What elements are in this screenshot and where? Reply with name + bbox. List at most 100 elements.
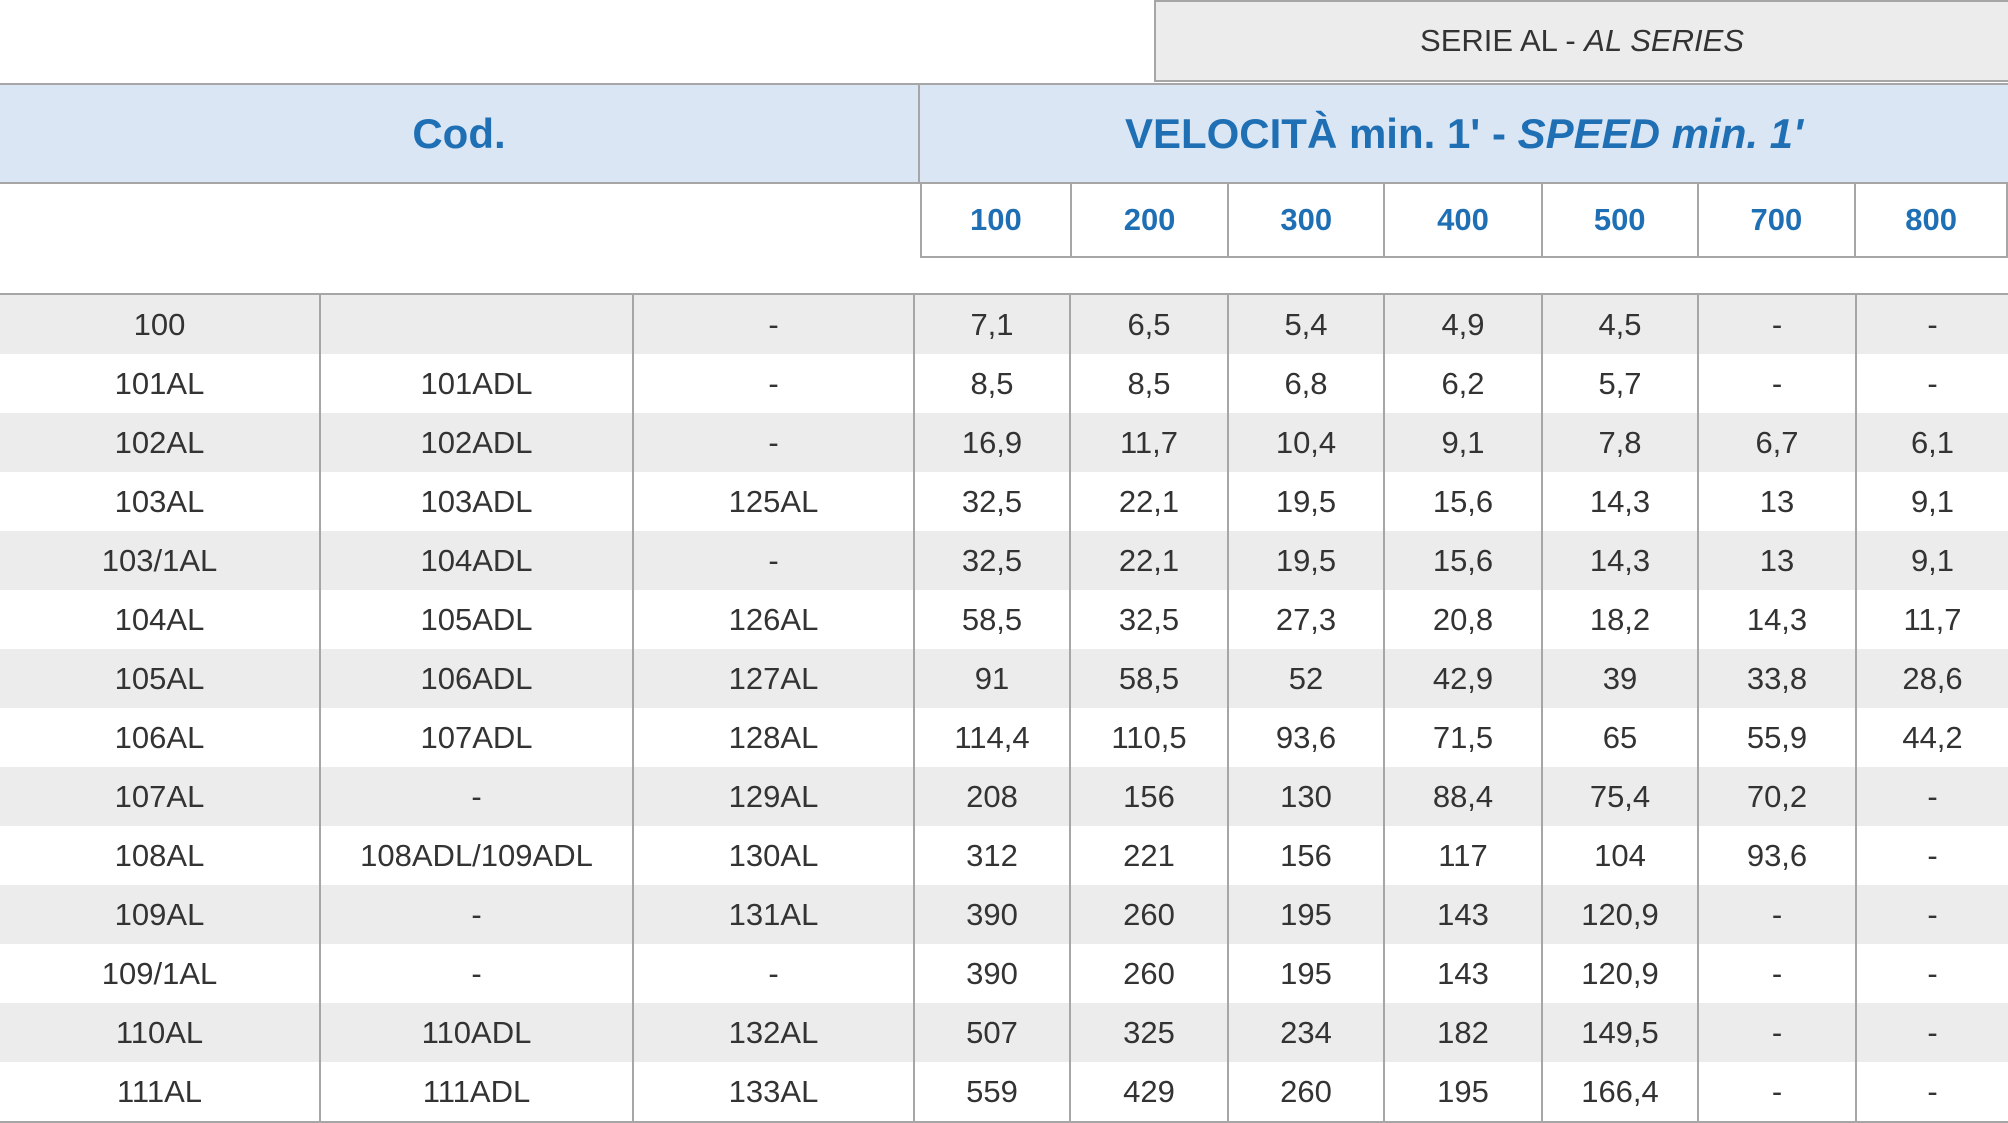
table-cell: - <box>1699 944 1857 1003</box>
table-cell: - <box>1927 1073 1938 1109</box>
table-row: 111AL 111ADL 133AL 559 429 260 195 166,4- - <box>0 1062 2008 1121</box>
table-cell: 105ADL <box>321 590 634 649</box>
table-cell: 18,2 <box>1543 590 1699 649</box>
table-cell: 14,3 <box>1543 531 1699 590</box>
table-cell: 110,5 <box>1071 708 1229 767</box>
table-cell: 32,5 <box>915 531 1071 590</box>
table-cell: - <box>1699 354 1857 413</box>
table-cell: 6,1 <box>1910 424 1955 460</box>
speed-column-header: 300 <box>1229 184 1386 256</box>
table-cell: 7,8 <box>1543 413 1699 472</box>
table-cell: 13 <box>1699 472 1857 531</box>
table-cell: - <box>321 944 634 1003</box>
table-cell: 93,6 <box>1229 708 1385 767</box>
table-cell: 103ADL <box>321 472 634 531</box>
table-cell: 111ADL <box>321 1062 634 1121</box>
table-cell: 93,6 <box>1699 826 1857 885</box>
speed-header-text: VELOCITÀ min. 1' - <box>1124 109 1506 157</box>
table-cell: - <box>321 885 634 944</box>
table-cell: 71,5 <box>1385 708 1543 767</box>
table-cell: 109AL <box>0 885 321 944</box>
table-cell <box>321 295 634 354</box>
series-label-text: SERIE AL - <box>1420 23 1576 58</box>
table-row: 109/1AL - -390 260 195 143 120,9- - <box>0 944 2008 1003</box>
table-cell: 126AL <box>634 590 915 649</box>
cod-header: Cod. <box>0 83 920 184</box>
table-cell: 132AL <box>634 1003 915 1062</box>
table-cell: - <box>1699 885 1857 944</box>
table-cell: 260 <box>1229 1062 1385 1121</box>
table-cell: 88,4 <box>1385 767 1543 826</box>
table-cell: 22,1 <box>1071 531 1229 590</box>
table-cell: - <box>634 295 915 354</box>
table-cell: 101AL <box>0 354 321 413</box>
table-cell: 42,9 <box>1385 649 1543 708</box>
speed-column-header: 100 <box>922 184 1072 256</box>
table-cell: 143 <box>1385 944 1543 1003</box>
table-cell: 390 <box>915 944 1071 1003</box>
speed-column-header: 400 <box>1385 184 1543 256</box>
table-cell: 5,7 <box>1543 354 1699 413</box>
table-cell: 6,7 <box>1699 413 1857 472</box>
table-cell: - <box>321 767 634 826</box>
table-cell: 108ADL/109ADL <box>321 826 634 885</box>
table-cell: 105AL <box>0 649 321 708</box>
table-cell: - <box>1699 1062 1857 1121</box>
table-cell: 9,1 <box>1910 483 1955 519</box>
table-cell: 70,2 <box>1699 767 1857 826</box>
table-cell: 131AL <box>634 885 915 944</box>
header-band <box>0 83 2008 184</box>
speed-column-header: 700 <box>1699 184 1857 256</box>
table-cell: 109/1AL <box>0 944 321 1003</box>
table-cell: - <box>1699 1003 1857 1062</box>
table-cell: 55,9 <box>1699 708 1857 767</box>
table-cell: 15,6 <box>1385 531 1543 590</box>
table-cell: 149,5 <box>1543 1003 1699 1062</box>
table-cell: 106AL <box>0 708 321 767</box>
table-cell: - <box>1927 1014 1938 1050</box>
table-cell: 125AL <box>634 472 915 531</box>
table-cell: 9,1 <box>1385 413 1543 472</box>
table-cell: 106ADL <box>321 649 634 708</box>
table-row: 100-7,1 6,5 5,4 4,9 4,5- - <box>0 295 2008 354</box>
table-cell: 4,9 <box>1385 295 1543 354</box>
table-cell: 16,9 <box>915 413 1071 472</box>
speed-column-header: 800 <box>1856 184 2008 256</box>
table-cell: 100 <box>0 295 321 354</box>
table-cell: 104AL <box>0 590 321 649</box>
table-cell: 9,1 <box>1910 542 1955 578</box>
table-cell: 107ADL <box>321 708 634 767</box>
table-cell: 7,1 <box>915 295 1071 354</box>
table-cell: 129AL <box>634 767 915 826</box>
table-cell: 13 <box>1699 531 1857 590</box>
table-cell: 507 <box>915 1003 1071 1062</box>
table-row: 103/1AL 104ADL -32,5 22,1 19,5 15,6 14,3 13 9,1 <box>0 531 2008 590</box>
table-row: 109AL -131AL 390 260 195 143 120,9- - <box>0 885 2008 944</box>
table-cell: 133AL <box>634 1062 915 1121</box>
table-cell: 103/1AL <box>0 531 321 590</box>
table-row: 110AL 110ADL 132AL 507 325 234 182 149,5- - <box>0 1003 2008 1062</box>
table-cell: - <box>634 354 915 413</box>
table-cell: 6,2 <box>1385 354 1543 413</box>
table-cell: 117 <box>1385 826 1543 885</box>
table-cell: 104 <box>1543 826 1699 885</box>
table-cell: 195 <box>1385 1062 1543 1121</box>
table-cell: 22,1 <box>1071 472 1229 531</box>
table-cell: 130 <box>1229 767 1385 826</box>
table-cell: 5,4 <box>1229 295 1385 354</box>
table-cell: 195 <box>1229 885 1385 944</box>
table-cell: 8,5 <box>915 354 1071 413</box>
table-row: 104AL 105ADL 126AL 58,5 32,5 27,3 20,8 18,2 14,3… <box>0 590 2008 649</box>
speed-header-italic: SPEED min. 1' <box>1517 109 1804 157</box>
table-cell: 14,3 <box>1543 472 1699 531</box>
table-cell: 156 <box>1229 826 1385 885</box>
table-cell: 103AL <box>0 472 321 531</box>
table-cell: 102AL <box>0 413 321 472</box>
table-cell: 58,5 <box>915 590 1071 649</box>
table-cell: - <box>1699 295 1857 354</box>
table-cell: 208 <box>915 767 1071 826</box>
table-cell: 27,3 <box>1229 590 1385 649</box>
table-cell: 65 <box>1543 708 1699 767</box>
table-cell: 8,5 <box>1071 354 1229 413</box>
series-label-italic: AL SERIES <box>1584 23 1744 58</box>
